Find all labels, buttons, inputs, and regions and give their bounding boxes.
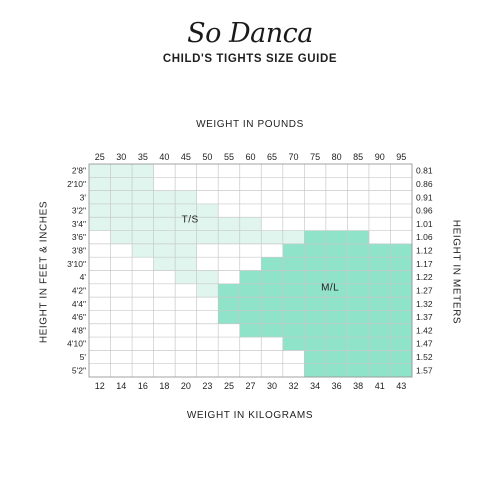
tick-label-kilograms: 20	[181, 381, 191, 391]
tick-label-kilograms: 38	[353, 381, 363, 391]
tick-label-kilograms: 32	[289, 381, 299, 391]
tick-label-meters: 1.47	[416, 339, 433, 349]
tick-label-kilograms: 18	[159, 381, 169, 391]
tick-label-meters: 0.81	[416, 166, 433, 176]
tick-label-pounds: 65	[267, 152, 277, 162]
tick-label-feet-inches: 5'2"	[72, 365, 86, 375]
tick-label-feet-inches: 3'4"	[72, 219, 86, 229]
tick-label-feet-inches: 3'10"	[67, 259, 86, 269]
tick-label-feet-inches: 4'8"	[72, 325, 86, 335]
size-region-m-l	[304, 363, 413, 378]
tick-label-feet-inches: 5'	[80, 352, 87, 362]
size-label: M/L	[321, 282, 339, 293]
tick-label-meters: 1.27	[416, 285, 433, 295]
tick-label-pounds: 90	[375, 152, 385, 162]
tick-label-meters: 1.12	[416, 246, 433, 256]
size-region-t-s	[89, 190, 197, 205]
tick-label-feet-inches: 3'8"	[72, 246, 86, 256]
tick-label-pounds: 25	[95, 152, 105, 162]
tick-label-meters: 1.32	[416, 299, 433, 309]
tick-label-kilograms: 25	[224, 381, 234, 391]
logo: So Danca	[0, 8, 500, 49]
tick-label-feet-inches: 4'4"	[72, 299, 86, 309]
tick-label-kilograms: 16	[138, 381, 148, 391]
size-region-m-l	[261, 257, 413, 271]
tick-label-meters: 1.01	[416, 219, 433, 229]
tick-label-feet-inches: 3'6"	[72, 232, 86, 242]
tick-label-feet-inches: 4'6"	[72, 312, 86, 322]
tick-label-feet-inches: 2'8"	[72, 166, 86, 176]
size-region-m-l	[218, 283, 413, 298]
tick-label-feet-inches: 4'	[80, 272, 87, 282]
tick-label-pounds: 40	[159, 152, 169, 162]
tick-label-feet-inches: 3'	[80, 192, 87, 202]
tick-label-feet-inches: 4'2"	[72, 285, 86, 295]
size-region-t-s	[196, 283, 219, 298]
tick-label-pounds: 50	[202, 152, 212, 162]
tick-label-feet-inches: 3'2"	[72, 206, 86, 216]
tick-label-pounds: 75	[310, 152, 320, 162]
tick-label-meters: 1.22	[416, 272, 433, 282]
tick-label-meters: 1.57	[416, 365, 433, 375]
tick-label-meters: 0.91	[416, 192, 433, 202]
tick-label-meters: 1.52	[416, 352, 433, 362]
tick-label-feet-inches: 2'10"	[67, 179, 86, 189]
size-region-m-l	[218, 310, 413, 325]
tick-label-meters: 1.42	[416, 325, 433, 335]
tick-label-kilograms: 30	[267, 381, 277, 391]
tick-label-pounds: 80	[332, 152, 342, 162]
tick-label-pounds: 35	[138, 152, 148, 162]
tick-label-kilograms: 23	[202, 381, 212, 391]
size-region-m-l	[304, 230, 370, 245]
page-title: CHILD'S TIGHTS SIZE GUIDE	[162, 53, 338, 65]
size-region-m-l	[218, 297, 413, 311]
tick-label-kilograms: 43	[396, 381, 406, 391]
size-region-m-l	[304, 350, 413, 364]
x-bottom-axis-title: WEIGHT IN KILOGRAMS	[186, 410, 314, 421]
tick-label-pounds: 30	[116, 152, 126, 162]
tick-label-kilograms: 34	[310, 381, 320, 391]
tick-label-kilograms: 12	[95, 381, 105, 391]
tick-label-meters: 1.06	[416, 232, 433, 242]
size-region-t-s	[89, 164, 154, 178]
tick-label-kilograms: 27	[245, 381, 255, 391]
tick-label-pounds: 45	[181, 152, 191, 162]
tick-label-meters: 0.96	[416, 206, 433, 216]
tick-label-pounds: 95	[396, 152, 406, 162]
tick-label-pounds: 60	[245, 152, 255, 162]
x-top-axis-title: WEIGHT IN POUNDS	[196, 119, 304, 130]
tick-label-meters: 1.37	[416, 312, 433, 322]
size-region-t-s	[132, 243, 197, 258]
tick-label-meters: 0.86	[416, 179, 433, 189]
size-label: T/S	[182, 215, 199, 226]
tick-label-meters: 1.17	[416, 259, 433, 269]
tick-label-pounds: 85	[353, 152, 363, 162]
tick-label-kilograms: 36	[332, 381, 342, 391]
tick-label-kilograms: 14	[116, 381, 126, 391]
tick-label-pounds: 55	[224, 152, 234, 162]
size-region-t-s	[110, 230, 305, 245]
tick-label-pounds: 70	[289, 152, 299, 162]
tick-label-kilograms: 41	[375, 381, 385, 391]
chart-border	[88, 163, 413, 378]
logo-text: So Danca	[187, 18, 313, 49]
tick-label-feet-inches: 4'10"	[67, 339, 86, 349]
size-region-t-s	[89, 177, 154, 191]
